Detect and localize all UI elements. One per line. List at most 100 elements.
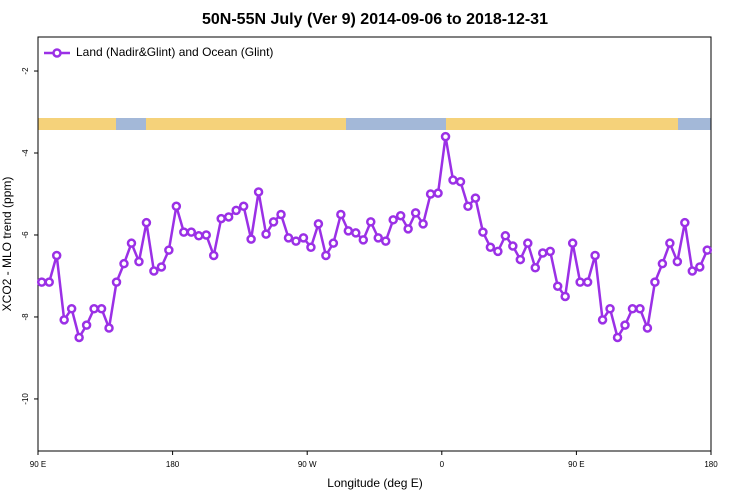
plot-frame [37, 36, 712, 452]
data-point [373, 233, 383, 243]
data-point [380, 236, 391, 246]
data-point [657, 258, 668, 269]
data-point [478, 227, 488, 237]
data-point [627, 304, 638, 314]
x-tick-label: 90 E [568, 460, 584, 469]
data-point [493, 246, 503, 257]
data-point [582, 277, 593, 287]
data-point [590, 250, 600, 261]
data-point [134, 256, 144, 267]
y-tick-label: -10 [21, 393, 30, 405]
series-line [41, 136, 709, 341]
data-point [216, 213, 226, 224]
y-tick-label: -4 [21, 149, 30, 157]
data-point [358, 235, 369, 245]
x-axis-label: Longitude (deg E) [327, 476, 422, 490]
x-tick-label: 180 [166, 460, 180, 469]
data-point [620, 320, 630, 330]
x-tick-label: 180 [704, 460, 718, 469]
y-tick-label: -8 [21, 313, 30, 321]
data-point [231, 205, 241, 216]
data-point [156, 262, 167, 272]
x-tick-label: 90 E [30, 460, 46, 469]
data-point [119, 258, 129, 269]
data-point [104, 323, 114, 333]
data-point [523, 238, 533, 248]
data-point [321, 250, 331, 261]
data-point [508, 241, 518, 251]
data-point [575, 277, 585, 287]
data-point [455, 176, 466, 187]
data-point [194, 231, 204, 241]
data-point [208, 250, 219, 261]
data-point [560, 291, 570, 302]
data-point [351, 228, 361, 238]
data-point [51, 250, 62, 261]
data-point [597, 315, 608, 325]
data-point [470, 193, 481, 203]
data-point [425, 189, 436, 199]
data-point [530, 263, 541, 273]
data-point [515, 254, 526, 265]
data-point [567, 238, 578, 248]
x-tick-label: 90 W [298, 460, 317, 469]
data-point [433, 188, 443, 198]
data-point [126, 238, 137, 248]
data-point [388, 215, 398, 225]
data-point [238, 201, 249, 212]
data-point [403, 224, 413, 234]
data-point [171, 201, 182, 212]
data-point [201, 230, 211, 240]
data-point [66, 304, 77, 314]
data-point [418, 219, 428, 229]
data-point [298, 233, 309, 243]
y-axis-label: XCO2 - MLO trend (ppm) [0, 177, 14, 312]
data-point [186, 227, 197, 237]
data-point [500, 231, 511, 241]
data-point [283, 233, 294, 243]
data-point [672, 256, 683, 267]
data-point [702, 245, 713, 255]
data-point [111, 277, 122, 287]
data-point [328, 238, 339, 248]
data-point [650, 277, 660, 287]
data-point [96, 304, 107, 314]
data-point [313, 219, 324, 229]
data-point [695, 262, 705, 272]
data-point [463, 201, 473, 212]
chart-title: 50N-55N July (Ver 9) 2014-09-06 to 2018-… [202, 11, 548, 28]
legend-marker [52, 48, 62, 58]
data-point [545, 246, 555, 257]
data-point [635, 304, 645, 314]
data-point [44, 277, 54, 287]
data-point [179, 227, 189, 237]
data-point [448, 175, 458, 185]
x-tick-label: 0 [440, 460, 445, 469]
data-point [149, 266, 159, 276]
data-point [440, 131, 451, 142]
legend-label: Land (Nadir&Glint) and Ocean (Glint) [76, 45, 273, 59]
data-point [246, 234, 256, 244]
data-point [485, 242, 496, 253]
data-point [642, 323, 653, 333]
y-tick-label: -6 [21, 231, 30, 239]
data-point [253, 187, 264, 197]
data-point [141, 217, 152, 228]
data-point [612, 332, 623, 343]
data-point [36, 277, 47, 287]
data-point [343, 226, 354, 236]
data-point [395, 210, 406, 221]
data-point [164, 245, 174, 255]
data-point [89, 304, 99, 314]
land-ocean-band [38, 118, 711, 130]
data-point [59, 315, 69, 325]
data-point [687, 266, 698, 276]
data-point [680, 217, 690, 228]
data-point [81, 320, 92, 330]
data-point [538, 248, 548, 258]
y-tick-label: -2 [21, 67, 30, 75]
data-point [665, 238, 675, 248]
data-point [605, 304, 615, 314]
data-point [306, 242, 316, 253]
